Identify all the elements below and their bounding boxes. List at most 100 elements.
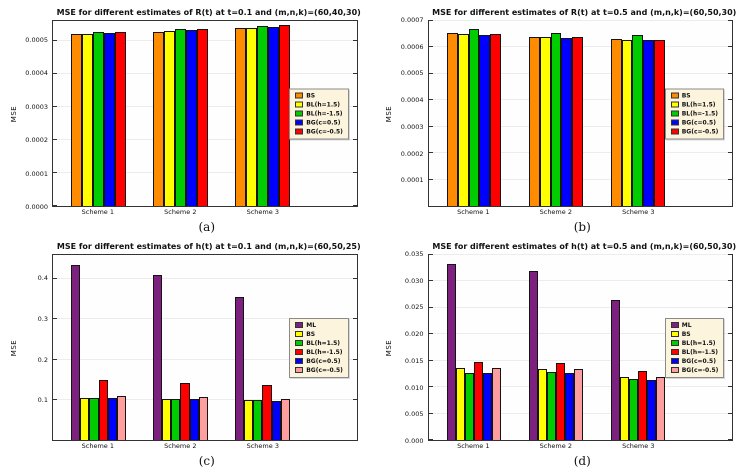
legend-item: BS <box>670 331 719 338</box>
y-tick-mark <box>53 72 57 74</box>
y-tick-mark <box>53 278 57 280</box>
legend-swatch <box>295 340 304 346</box>
y-tick-mark <box>352 205 357 206</box>
y-axis-title: MSE <box>384 20 396 207</box>
y-tick-mark <box>728 386 732 388</box>
bar-bl-h-1-5- <box>474 362 484 440</box>
bar-bl-h-1-5- <box>175 28 186 206</box>
y-tick-mark <box>352 105 357 107</box>
bar-bg-c-0-5- <box>107 398 117 440</box>
legend-item: BL(h=-1.5) <box>295 110 343 117</box>
legend: BS BL(h=1.5) BL(h=-1.5) BG(c=0.5) BG(c=-0.5) <box>664 88 725 139</box>
legend-item: BG(c=-0.5) <box>670 367 718 374</box>
bar-bg-c-0-5- <box>271 400 281 440</box>
y-tick-mark <box>728 125 732 127</box>
legend-item: BL(h=1.5) <box>295 101 343 108</box>
bar-bs <box>610 39 622 206</box>
bar-bg-c-0-5- <box>479 34 491 206</box>
x-tick-label: Scheme 1 <box>81 208 114 216</box>
x-tick-label: Scheme 2 <box>164 208 197 216</box>
y-tick-mark <box>428 306 433 308</box>
plot-area: ML BS BL(h=1.5) BL(h=-1.5) BG(c=0.5) BG(c=-0.… <box>427 254 733 441</box>
y-tick-mark <box>352 138 357 140</box>
y-tick-mark <box>53 138 57 140</box>
legend-label: BS <box>681 92 691 99</box>
subfigure-caption: (b) <box>573 220 591 234</box>
y-tick-mark <box>728 72 732 74</box>
y-tick-mark <box>728 333 732 335</box>
gridline <box>428 20 732 21</box>
chart-title: MSE for different estimates of R(t) at t… <box>56 8 361 17</box>
legend-item: ML <box>295 322 343 329</box>
bar-bl-h-1-5- <box>632 35 644 206</box>
y-tick-label: 0.025 <box>404 303 424 312</box>
bar-bg-c-0-5- <box>278 25 290 206</box>
legend-label: BG(c=-0.5) <box>681 128 719 135</box>
legend-label: BG(c=0.5) <box>306 357 341 365</box>
y-tick-mark <box>53 205 57 206</box>
y-tick-label: 0.030 <box>404 276 424 285</box>
bar-bl-h-1-5- <box>539 37 551 206</box>
legend-item: BG(c=0.5) <box>295 358 343 365</box>
legend-item: BL(h=1.5) <box>670 340 719 347</box>
legend-swatch <box>295 322 304 328</box>
x-axis: Scheme 1 Scheme 2 Scheme 3 <box>428 207 734 218</box>
y-tick-label: 0.000 <box>404 437 424 445</box>
y-tick-mark <box>352 358 357 360</box>
y-tick-label: 0.035 <box>404 250 424 258</box>
gridline <box>53 358 357 360</box>
legend-label: ML <box>681 321 692 329</box>
y-axis-title: MSE <box>384 254 396 441</box>
gridline <box>428 306 732 308</box>
bar-bl-h-1-5- <box>98 379 108 440</box>
legend-swatch <box>295 367 304 373</box>
bar-bl-h-1-5- <box>468 28 480 206</box>
y-tick-label: 0.015 <box>404 356 424 365</box>
y-axis: 0.000 0.005 0.010 0.015 0.020 0.025 0.030 0.035 <box>396 250 428 445</box>
y-tick-mark <box>428 412 433 414</box>
bar-bg-c-0-5- <box>492 368 502 440</box>
legend-item: BG(c=-0.5) <box>670 128 719 135</box>
bar-bg-c-0-5- <box>116 395 126 440</box>
x-tick-label: Scheme 3 <box>246 442 279 450</box>
y-tick-mark <box>53 358 57 360</box>
bar-bl-h-1-5- <box>637 371 647 440</box>
legend-swatch <box>295 101 304 108</box>
bar-bs <box>162 398 172 440</box>
chart-d: MSE for different estimates of h(t) at t… <box>384 242 742 452</box>
bar-bg-c-0-5- <box>643 40 655 206</box>
legend: BS BL(h=1.5) BL(h=-1.5) BG(c=0.5) BG(c=-0.5) <box>289 88 349 139</box>
legend-label: BL(h=-1.5) <box>681 348 719 356</box>
legend-label: BS <box>306 330 316 338</box>
y-tick-mark <box>728 359 732 361</box>
chart-c: MSE for different estimates of h(t) at t… <box>8 242 366 452</box>
bar-bg-c-0-5- <box>656 376 666 440</box>
chart-body: MSE 0.0001 0.0002 0.0003 0.0004 0.0005 0.0006… <box>384 16 742 207</box>
bar-ml <box>71 265 81 440</box>
legend: ML BS BL(h=1.5) BL(h=-1.5) BG(c=0.5) BG(c=-0.… <box>289 317 349 378</box>
bar-bs <box>446 32 458 206</box>
legend-swatch <box>670 128 679 135</box>
chart-body: MSE 0.000 0.005 0.010 0.015 0.020 0.025 0.030 0… <box>384 250 742 445</box>
legend-item: BL(h=-1.5) <box>670 348 719 356</box>
bar-bl-h-1-5- <box>262 384 272 440</box>
bar-bg-c-0-5- <box>185 29 197 206</box>
y-tick-label: 0.005 <box>404 410 424 419</box>
y-tick-label: 0.0003 <box>400 122 424 131</box>
bar-bg-c-0-5- <box>189 399 199 440</box>
y-axis: 0.0001 0.0002 0.0003 0.0004 0.0005 0.0006 0.00… <box>396 16 428 207</box>
legend-swatch <box>670 358 679 364</box>
plot-area: BS BL(h=1.5) BL(h=-1.5) BG(c=0.5) BG(c=-0.5) <box>52 20 358 207</box>
legend-swatch <box>295 110 304 117</box>
y-tick-mark <box>428 359 433 361</box>
y-axis: 0.0000 0.0001 0.0002 0.0003 0.0004 0.0005 <box>20 20 52 211</box>
y-tick-label: 0.1 <box>37 396 48 405</box>
bar-bl-h-1-5- <box>550 32 562 206</box>
legend-item: BS <box>295 92 343 99</box>
bar-bl-h-1-5- <box>555 363 566 440</box>
bar-bg-c-0-5- <box>572 36 584 206</box>
bar-bl-h-1-5- <box>93 31 104 206</box>
bar-bg-c-0-5- <box>647 379 657 440</box>
y-tick-label: 0.0003 <box>25 102 48 111</box>
bar-bs <box>235 28 247 206</box>
